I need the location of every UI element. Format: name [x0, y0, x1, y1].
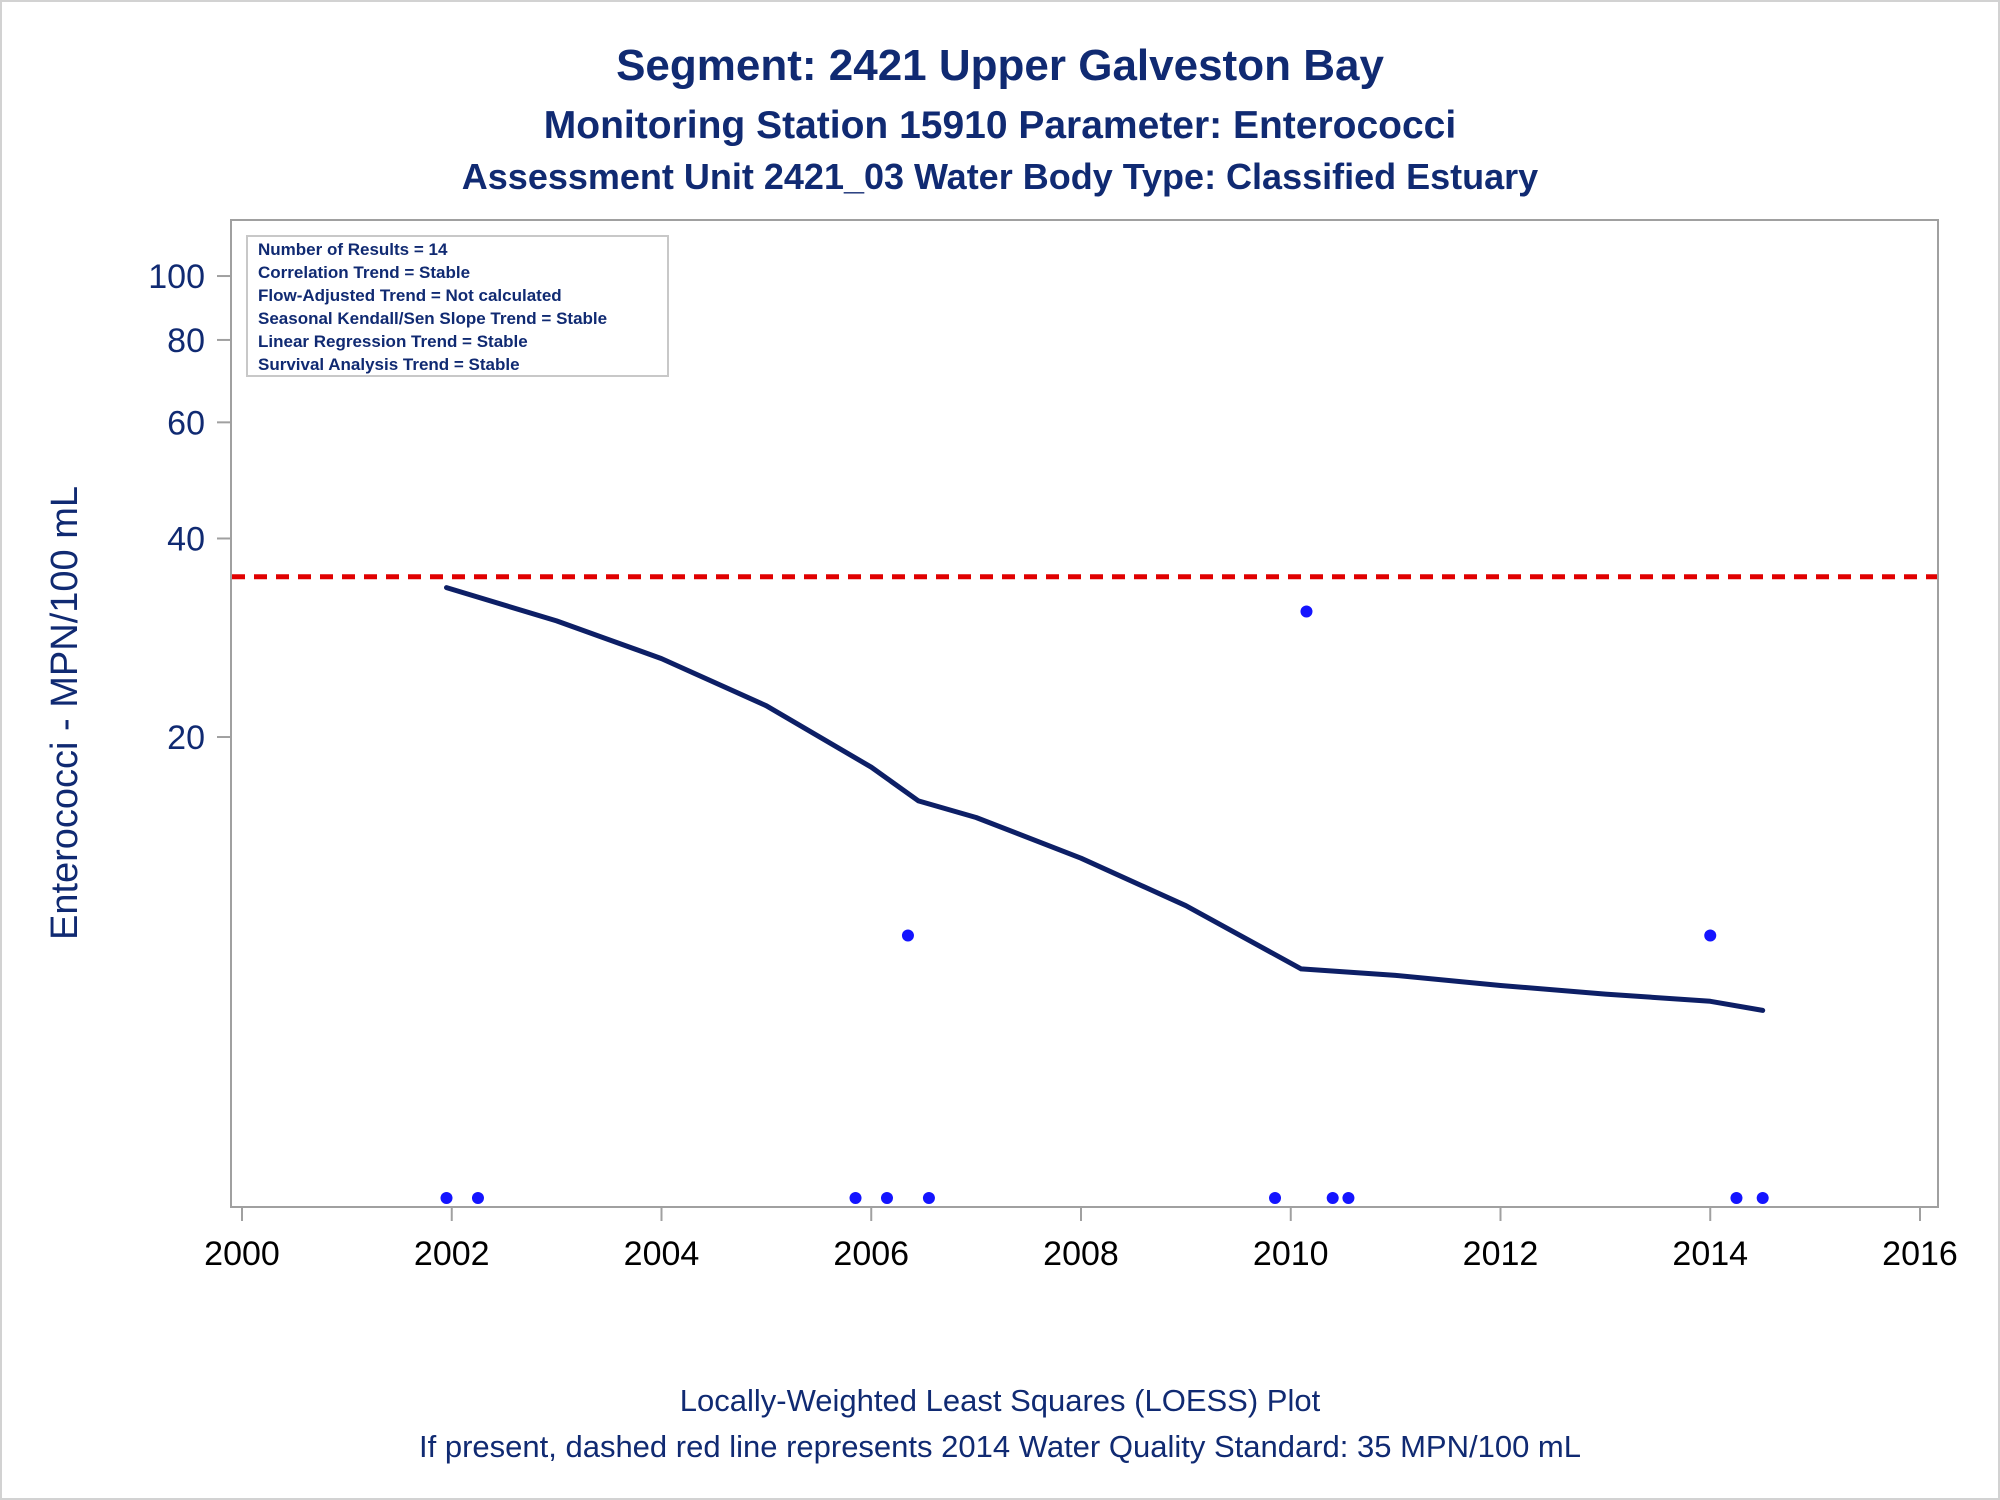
data-points — [440, 242, 1769, 1204]
chart-subtitle: Monitoring Station 15910 Parameter: Ente… — [544, 104, 1456, 147]
loess-curve — [444, 585, 1766, 1013]
x-axis: 2000 2002 2004 2006 2008 2010 2012 2014 2016 — [204, 1207, 1958, 1273]
data-point — [1730, 1192, 1743, 1204]
data-point — [1704, 929, 1717, 942]
footnote-loess: Locally-Weighted Least Squares (LOESS) P… — [680, 1383, 1321, 1418]
stats-survival-analysis-trend: Survival Analysis Trend = Stable — [258, 355, 520, 374]
chart-title: Segment: 2421 Upper Galveston Bay — [616, 41, 1384, 90]
y-axis-label: Enterococci - MPN/100 mL — [44, 486, 86, 940]
x-tick-label: 2002 — [414, 1235, 490, 1273]
data-point — [1300, 605, 1313, 618]
x-tick-label: 2004 — [624, 1235, 700, 1273]
data-point — [1326, 1192, 1339, 1204]
y-tick-label: 100 — [148, 258, 205, 296]
plot-area — [230, 219, 1939, 1208]
stats-linear-regression-trend: Linear Regression Trend = Stable — [258, 332, 528, 351]
data-point — [849, 1192, 862, 1204]
data-point — [901, 929, 914, 942]
data-point — [1342, 1192, 1355, 1204]
data-point — [922, 1192, 935, 1204]
y-tick-label: 60 — [167, 404, 205, 442]
y-tick-label: 20 — [167, 719, 205, 757]
stats-box: Number of Results = 14 Correlation Trend… — [246, 235, 669, 377]
data-point — [1269, 1192, 1282, 1204]
data-point — [1756, 1192, 1769, 1204]
x-tick-label: 2006 — [833, 1235, 909, 1273]
x-tick-label: 2014 — [1672, 1235, 1748, 1273]
data-point — [440, 1192, 453, 1204]
y-tick-label: 40 — [167, 520, 205, 558]
x-tick-label: 2010 — [1253, 1235, 1329, 1273]
stats-seasonal-kendall-trend: Seasonal Kendall/Sen Slope Trend = Stabl… — [258, 309, 607, 328]
x-tick-label: 2000 — [204, 1235, 280, 1273]
footnote-standard: If present, dashed red line represents 2… — [419, 1429, 1581, 1464]
stats-flow-adjusted-trend: Flow-Adjusted Trend = Not calculated — [258, 286, 562, 305]
stats-box-frame — [246, 235, 669, 377]
data-point — [880, 1192, 893, 1204]
data-point — [471, 1192, 484, 1204]
x-tick-label: 2008 — [1043, 1235, 1119, 1273]
x-tick-label: 2012 — [1463, 1235, 1539, 1273]
chart-subtitle-2: Assessment Unit 2421_03 Water Body Type:… — [462, 156, 1538, 197]
y-tick-label: 80 — [167, 322, 205, 360]
stats-correlation-trend: Correlation Trend = Stable — [258, 263, 470, 282]
x-tick-label: 2016 — [1882, 1235, 1958, 1273]
stats-number-of-results: Number of Results = 14 — [258, 240, 448, 259]
y-axis: 20 40 60 80 100 — [148, 258, 231, 757]
